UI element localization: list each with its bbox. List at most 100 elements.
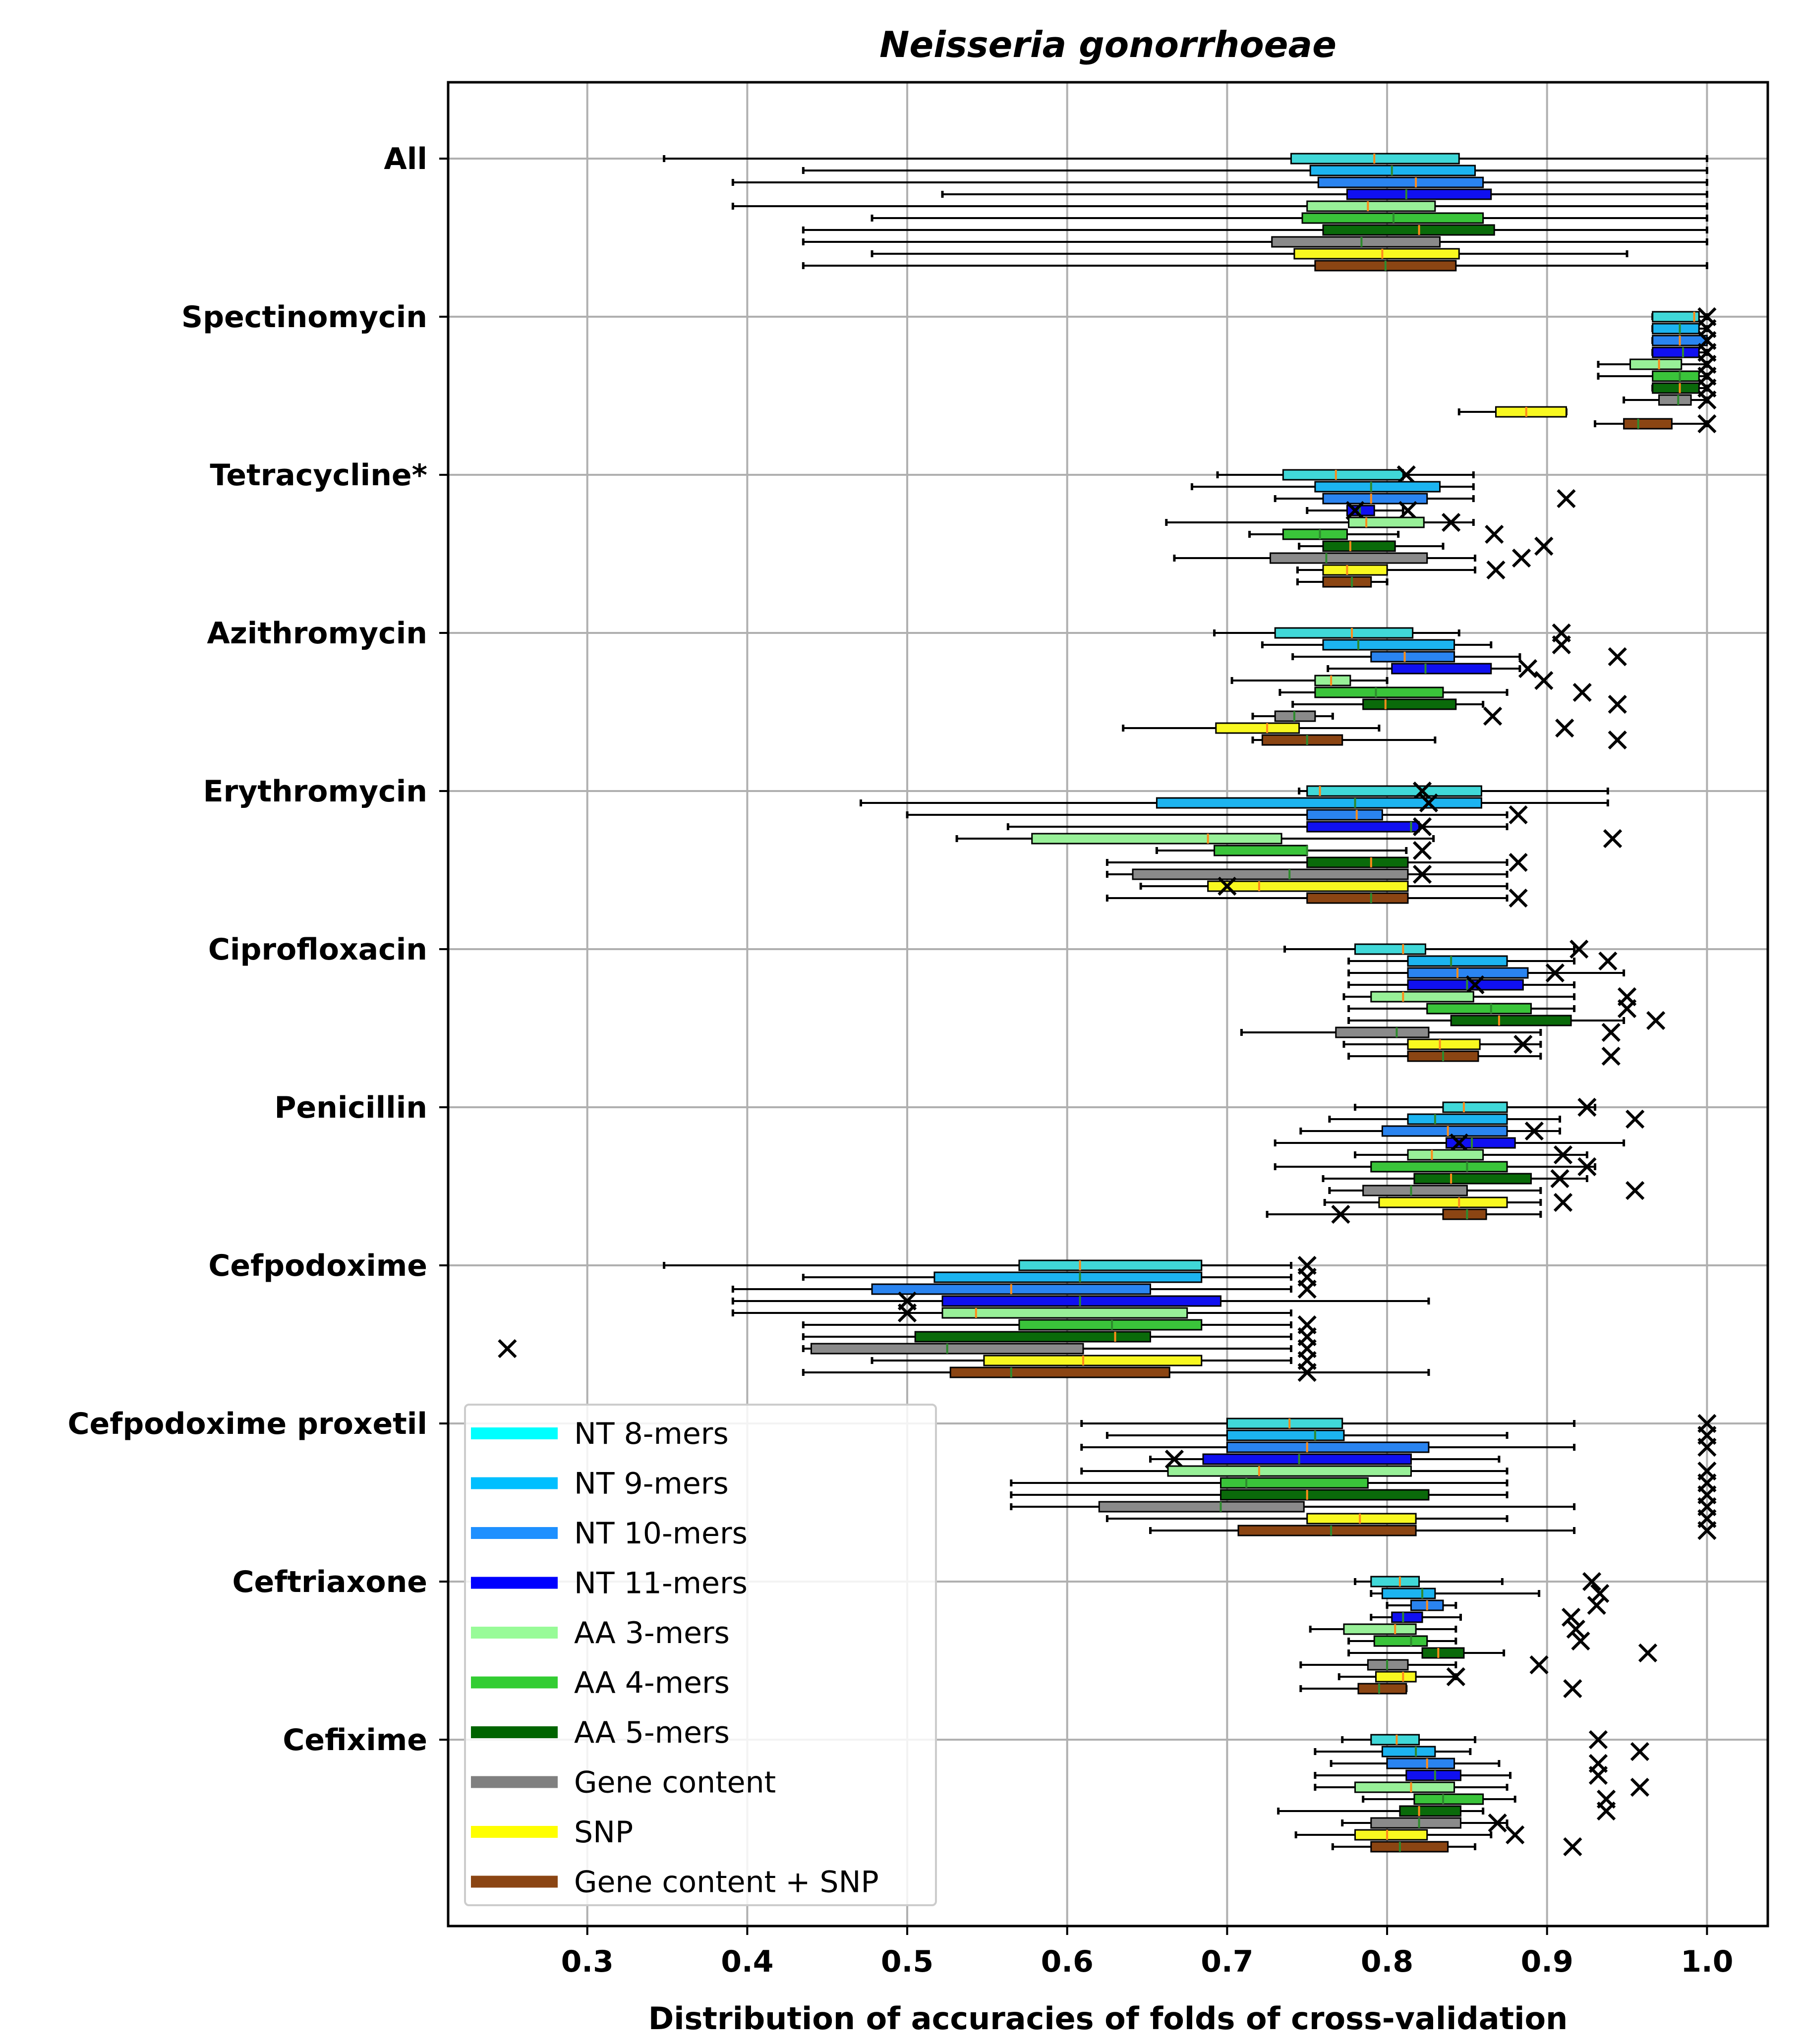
box-iqr <box>1306 1513 1417 1525</box>
outlier-marker <box>1630 1742 1649 1761</box>
box-9-8 <box>1010 1497 1717 1517</box>
outlier-marker <box>1550 1169 1569 1189</box>
outlier-marker <box>1566 1619 1585 1639</box>
box-5-5 <box>955 829 1623 849</box>
box-iqr <box>1370 1576 1420 1588</box>
box-10-2 <box>1370 1584 1610 1603</box>
box-iqr <box>1407 955 1508 967</box>
box-8-10 <box>802 1363 1430 1382</box>
outlier-marker <box>1601 1022 1621 1042</box>
box-iqr <box>1370 651 1455 663</box>
box-11-3 <box>1330 1754 1608 1773</box>
outlier-marker <box>1412 781 1432 801</box>
box-iqr <box>1322 493 1428 505</box>
box-8-7 <box>802 1327 1317 1347</box>
box-11-8 <box>1341 1813 1509 1833</box>
outlier-marker <box>1617 999 1637 1019</box>
box-iqr <box>1271 236 1441 248</box>
outlier-marker <box>1552 635 1571 655</box>
box-iqr <box>1214 845 1308 856</box>
box-1-4 <box>941 188 1708 200</box>
outlier-marker <box>1511 548 1531 568</box>
box-5-10 <box>1105 888 1528 908</box>
box-iqr <box>1282 469 1404 481</box>
outlier-marker <box>1638 1643 1658 1663</box>
box-4-9 <box>1122 718 1574 738</box>
box-iqr <box>1306 856 1409 868</box>
box-4-3 <box>1291 647 1627 667</box>
outlier-marker <box>1608 730 1627 750</box>
box-3-1 <box>1216 465 1475 485</box>
box-iqr <box>933 1271 1203 1283</box>
outlier-marker <box>1582 1572 1602 1591</box>
box-1-1 <box>663 153 1708 165</box>
outlier-marker <box>1509 852 1528 872</box>
outlier-marker <box>1588 1730 1608 1750</box>
box-iqr <box>1317 176 1484 188</box>
box-3-6 <box>1248 524 1504 544</box>
box-6-9 <box>1342 1034 1542 1054</box>
y-tick-label: Cefpodoxime proxetil <box>67 1407 427 1441</box>
box-3-7 <box>1298 536 1554 556</box>
x-axis-ticks: 0.3 0.4 0.5 0.6 0.7 0.8 0.9 1.0 <box>561 1926 1734 1979</box>
box-iqr <box>1282 528 1348 540</box>
outlier-marker <box>498 1339 517 1359</box>
box-iqr <box>1652 311 1700 323</box>
box-11-7 <box>1277 1801 1616 1821</box>
box-1-5 <box>731 200 1708 212</box>
chart-title: Neisseria gonorrhoeae <box>879 24 1336 65</box>
box-iqr <box>1370 991 1474 1003</box>
box-iqr <box>1220 1477 1369 1489</box>
outlier-marker <box>1524 1121 1544 1141</box>
box-8-9 <box>871 1351 1317 1370</box>
box-iqr <box>1018 1259 1203 1271</box>
box-8-6 <box>802 1315 1317 1335</box>
box-7-8 <box>1328 1181 1645 1200</box>
box-10-5 <box>1309 1619 1585 1639</box>
box-1-7 <box>802 224 1708 236</box>
box-8-4 <box>731 1291 1430 1311</box>
x-tick-label: 0.7 <box>1201 1944 1253 1979</box>
box-iqr <box>1226 1441 1430 1453</box>
box-3-10 <box>1296 576 1389 588</box>
box-iqr <box>1322 224 1495 236</box>
box-5-7 <box>1105 852 1528 872</box>
box-iqr <box>1346 188 1492 200</box>
y-tick-label: Tetracycline* <box>210 458 427 493</box>
box-9-1 <box>1080 1414 1717 1433</box>
outlier-marker <box>1345 501 1365 520</box>
box-4-5 <box>1230 671 1554 690</box>
box-iqr <box>1314 481 1441 493</box>
plot-frame <box>447 81 1769 1928</box>
x-tick-label: 0.3 <box>561 1944 614 1979</box>
outlier-marker <box>1646 1011 1666 1030</box>
outlier-marker <box>1396 465 1416 485</box>
box-8-3 <box>731 1279 1317 1299</box>
box-9-4 <box>1149 1449 1501 1469</box>
legend-label: NT 9-mers <box>574 1467 729 1501</box>
box-iqr <box>1322 639 1455 651</box>
box-7-7 <box>1322 1169 1588 1189</box>
outlier-marker <box>1571 1631 1590 1651</box>
box-iqr <box>1405 1769 1461 1781</box>
box-1-8 <box>802 236 1708 248</box>
box-iqr <box>1407 1113 1508 1125</box>
box-2-3 <box>1651 331 1717 350</box>
outlier-marker <box>1331 1204 1350 1224</box>
box-1-3 <box>731 176 1708 188</box>
box-iqr <box>1375 1671 1417 1683</box>
legend-label: SNP <box>574 1815 633 1850</box>
outlier-marker <box>1569 939 1589 959</box>
box-7-6 <box>1274 1157 1597 1177</box>
box-iqr <box>1031 833 1282 845</box>
outlier-marker <box>1446 1667 1465 1687</box>
outlier-marker <box>1218 876 1237 896</box>
outlier-marker <box>1545 963 1565 983</box>
outlier-marker <box>1596 1801 1616 1821</box>
box-6-2 <box>1347 951 1618 971</box>
y-axis-ticks: All Spectinomycin Tetracycline* Azithromyci… <box>67 142 448 1758</box>
box-7-1 <box>1354 1097 1597 1117</box>
box-iqr <box>1314 675 1351 686</box>
box-iqr <box>1370 1841 1449 1853</box>
box-iqr <box>1322 576 1372 588</box>
